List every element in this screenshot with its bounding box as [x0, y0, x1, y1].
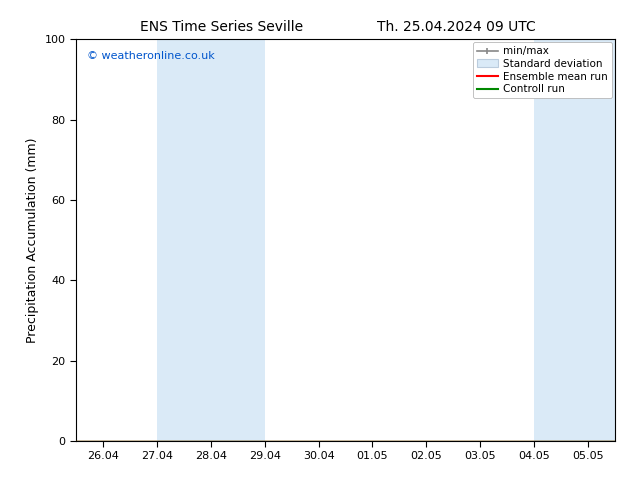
Legend: min/max, Standard deviation, Ensemble mean run, Controll run: min/max, Standard deviation, Ensemble me…: [473, 42, 612, 98]
Text: Th. 25.04.2024 09 UTC: Th. 25.04.2024 09 UTC: [377, 20, 536, 34]
Text: ENS Time Series Seville: ENS Time Series Seville: [140, 20, 304, 34]
Bar: [534, 39, 634, 441]
Text: © weatheronline.co.uk: © weatheronline.co.uk: [87, 51, 214, 61]
Bar: [157, 39, 265, 441]
Y-axis label: Precipitation Accumulation (mm): Precipitation Accumulation (mm): [26, 137, 39, 343]
